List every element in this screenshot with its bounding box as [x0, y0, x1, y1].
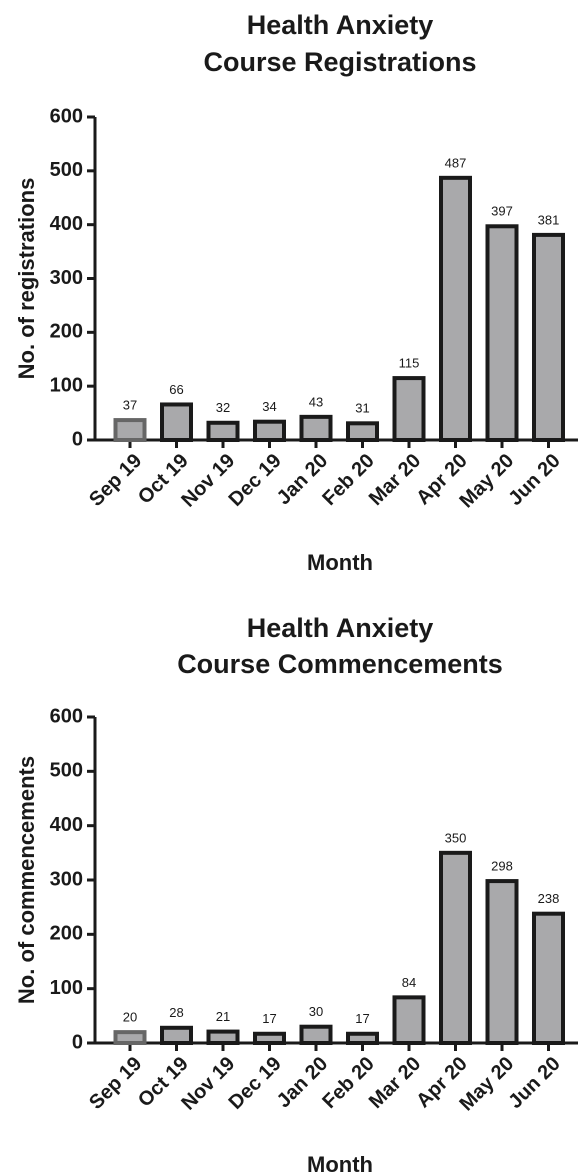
y-tick-label: 100 [50, 374, 83, 396]
bar [206, 420, 240, 443]
value-label: 21 [216, 1009, 230, 1024]
y-tick-label: 0 [72, 1031, 83, 1053]
chart-title: Course Registrations [203, 47, 476, 77]
y-tick-label: 0 [72, 428, 83, 450]
x-tick-label: Dec 19 [225, 1053, 286, 1114]
bar [346, 421, 379, 443]
x-tick-label: Jun 20 [504, 450, 564, 510]
chart-title: Health Anxiety [247, 613, 434, 643]
value-label: 43 [309, 394, 323, 409]
bar [113, 1030, 147, 1045]
y-tick-label: 600 [50, 105, 83, 127]
x-tick-label: Nov 19 [177, 450, 239, 512]
value-label: 28 [169, 1005, 183, 1020]
x-tick-label: Mar 20 [365, 450, 425, 510]
y-tick-label: 600 [50, 705, 83, 727]
x-axis-label: Month [307, 550, 373, 575]
bar [299, 414, 333, 442]
value-label: 350 [445, 830, 467, 845]
y-tick-label: 100 [50, 977, 83, 999]
value-label: 66 [169, 382, 183, 397]
bar [113, 418, 147, 442]
value-label: 238 [538, 891, 560, 906]
bar [439, 850, 472, 1045]
y-tick-label: 300 [50, 868, 83, 890]
bar [253, 419, 286, 442]
value-label: 84 [402, 975, 416, 990]
value-label: 20 [123, 1010, 137, 1025]
value-label: 381 [538, 212, 560, 227]
bar [160, 402, 193, 442]
value-label: 31 [355, 401, 369, 416]
bar [346, 1031, 379, 1045]
value-label: 487 [445, 155, 467, 170]
y-axis-label: No. of commencements [14, 756, 39, 1004]
bar [206, 1029, 240, 1045]
bar [532, 232, 565, 442]
x-tick-label: Sep 19 [85, 450, 146, 511]
bar [160, 1025, 193, 1045]
bar [299, 1024, 333, 1045]
value-label: 34 [262, 399, 276, 414]
value-label: 17 [355, 1011, 369, 1026]
x-tick-label: Feb 20 [318, 450, 378, 510]
chart-title: Health Anxiety [247, 10, 434, 40]
x-tick-label: Sep 19 [85, 1053, 146, 1114]
value-label: 32 [216, 400, 230, 415]
y-tick-label: 200 [50, 923, 83, 945]
bar [439, 175, 472, 442]
y-tick-label: 500 [50, 159, 83, 181]
y-tick-label: 200 [50, 321, 83, 343]
bar [532, 911, 565, 1045]
value-label: 298 [491, 859, 513, 874]
y-tick-label: 400 [50, 213, 83, 235]
y-tick-label: 400 [50, 814, 83, 836]
bar [392, 376, 426, 443]
value-label: 30 [309, 1004, 323, 1019]
x-axis-label: Month [307, 1152, 373, 1176]
x-tick-label: Dec 19 [225, 450, 286, 511]
y-axis-label: No. of registrations [14, 178, 39, 380]
x-tick-label: Jun 20 [504, 1053, 564, 1113]
chart-title: Course Commencements [177, 649, 503, 679]
x-tick-label: Mar 20 [365, 1053, 425, 1113]
value-label: 115 [399, 356, 420, 371]
value-label: 397 [491, 204, 513, 219]
y-tick-label: 300 [50, 267, 83, 289]
value-label: 17 [262, 1011, 276, 1026]
bar [253, 1031, 286, 1045]
bar [392, 995, 426, 1045]
x-tick-label: Nov 19 [177, 1053, 239, 1115]
x-tick-label: Feb 20 [318, 1053, 378, 1113]
bar [485, 224, 519, 442]
value-label: 37 [123, 398, 137, 413]
bar [485, 879, 519, 1045]
y-tick-label: 500 [50, 760, 83, 782]
